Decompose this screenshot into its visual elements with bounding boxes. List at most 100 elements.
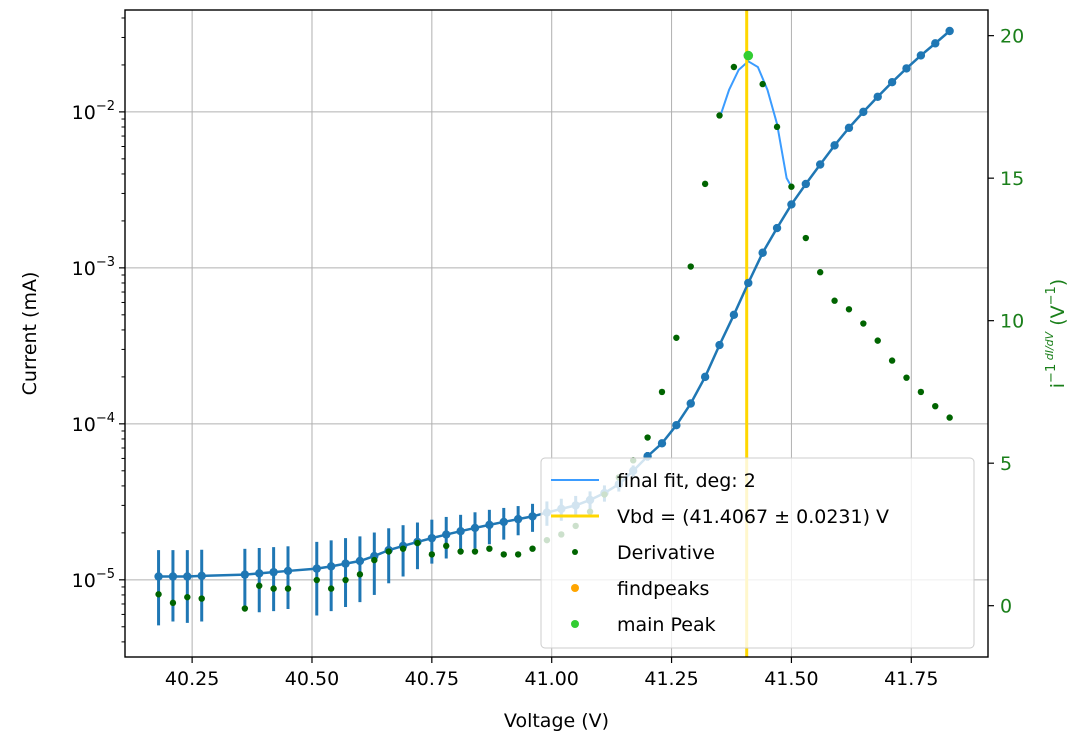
current-point	[815, 160, 825, 169]
legend-entry: Derivative	[572, 542, 715, 564]
current-point	[657, 439, 667, 448]
legend-entry: findpeaks	[571, 578, 709, 600]
x-tick-label: 40.25	[165, 668, 219, 690]
current-point	[873, 92, 882, 101]
legend-marker-icon	[572, 549, 578, 555]
legend-label: findpeaks	[617, 578, 709, 600]
derivative-point	[860, 320, 867, 327]
current-point	[269, 567, 278, 577]
y2-tick-label: 15	[1000, 168, 1024, 190]
y2-tick-label: 10	[1000, 311, 1024, 333]
derivative-point	[701, 180, 709, 188]
current-point	[283, 566, 293, 576]
derivative-point	[169, 599, 177, 607]
derivative-point	[500, 551, 507, 558]
derivative-point	[946, 414, 953, 421]
derivative-point	[256, 582, 263, 589]
current-point	[355, 556, 365, 566]
current-point	[801, 179, 811, 189]
derivative-point	[241, 605, 249, 612]
derivative-point	[644, 434, 651, 441]
main-peak-layer	[743, 50, 754, 61]
derivative-point	[802, 234, 810, 242]
derivative-point	[371, 556, 378, 564]
y2-tick-label: 5	[1000, 453, 1012, 475]
derivative-point	[198, 595, 205, 602]
current-point	[686, 399, 695, 408]
current-point	[240, 570, 250, 579]
current-point	[772, 223, 782, 233]
current-point	[154, 572, 163, 581]
legend-marker-icon	[571, 620, 579, 628]
y-tick-label: 10−2	[72, 99, 115, 124]
current-point	[513, 514, 523, 524]
x-axis-label: Voltage (V)	[504, 710, 609, 732]
legend-entry: Vbd = (41.4067 ± 0.0231) V	[551, 506, 889, 528]
derivative-point	[443, 542, 450, 550]
current-point	[499, 517, 508, 527]
derivative-point	[471, 548, 479, 555]
current-point	[312, 564, 321, 573]
derivative-point	[399, 545, 407, 552]
current-point	[729, 310, 739, 320]
current-point	[427, 533, 437, 543]
current-point	[744, 278, 753, 288]
current-point	[168, 572, 178, 581]
y-axis-left: 10−5 10−4 10−3 10−2	[72, 17, 125, 643]
x-tick-label: 41.25	[644, 668, 698, 690]
derivative-point	[917, 388, 925, 396]
main-peak-point	[743, 50, 754, 61]
legend-marker-icon	[571, 584, 579, 592]
plot-frame	[124, 9, 989, 658]
current-point	[758, 248, 767, 257]
legend-label: Vbd = (41.4067 ± 0.0231) V	[617, 506, 889, 528]
current-point	[844, 123, 854, 133]
current-point	[715, 340, 724, 350]
current-point	[197, 571, 206, 581]
current-point	[931, 39, 940, 48]
derivative-point	[385, 548, 392, 555]
current-point	[887, 77, 897, 87]
x-tick-label: 41.50	[764, 668, 818, 690]
x-tick-label: 41.75	[884, 668, 938, 690]
derivative-point	[428, 551, 436, 558]
legend-entry: final fit, deg: 2	[551, 470, 756, 492]
legend-label: main Peak	[617, 614, 716, 636]
current-point	[902, 64, 911, 73]
current-point	[672, 421, 681, 430]
derivative-point	[816, 269, 824, 276]
y-tick-label: 10−5	[72, 567, 115, 592]
y-axis-label: Current (mA)	[19, 272, 41, 396]
current-point	[945, 26, 954, 36]
current-point	[830, 141, 839, 150]
derivative-point	[903, 374, 910, 381]
x-tick-label: 41.00	[525, 668, 579, 690]
x-tick-label: 40.50	[285, 668, 339, 690]
derivative-point	[716, 112, 723, 119]
derivative-point	[342, 576, 349, 584]
current-point	[456, 526, 465, 536]
derivative-point	[414, 539, 421, 547]
derivative-point	[486, 545, 493, 552]
derivative-point	[874, 337, 881, 344]
derivative-point	[327, 585, 335, 592]
current-point	[485, 520, 494, 530]
derivative-point	[155, 591, 162, 598]
current-point	[255, 569, 264, 578]
derivative-point	[658, 388, 666, 396]
y2-tick-label: 0	[1000, 596, 1012, 618]
derivative-point	[788, 183, 795, 190]
derivative-point	[514, 551, 522, 558]
derivative-point	[356, 571, 364, 578]
derivative-point	[284, 585, 292, 592]
derivative-point	[759, 80, 766, 88]
derivative-point	[831, 297, 838, 304]
derivative-point	[845, 306, 853, 313]
y-tick-label: 10−3	[72, 255, 115, 280]
current-point	[326, 562, 336, 571]
derivative-point	[932, 402, 939, 410]
derivative-point	[313, 576, 320, 584]
derivative-point	[270, 585, 277, 592]
legend-entry: main Peak	[571, 614, 716, 636]
